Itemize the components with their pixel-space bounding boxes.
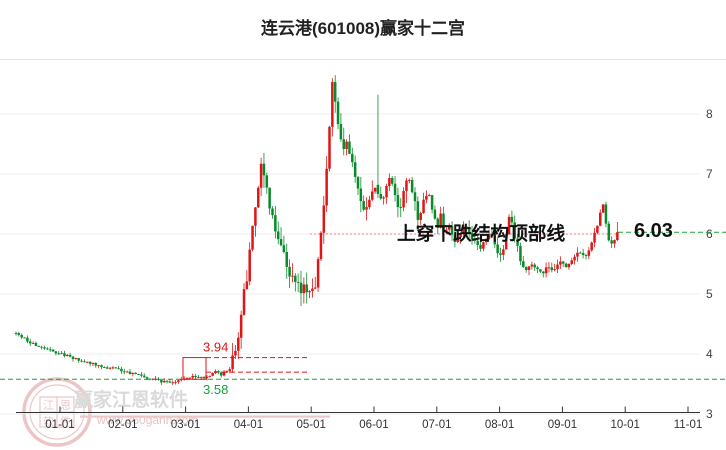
svg-text:01-01: 01-01 bbox=[45, 419, 74, 431]
svg-text:08-01: 08-01 bbox=[485, 419, 514, 431]
svg-text:06-01: 06-01 bbox=[359, 419, 388, 431]
svg-text:05-01: 05-01 bbox=[296, 419, 325, 431]
svg-text:6.03: 6.03 bbox=[634, 220, 673, 242]
svg-text:04-01: 04-01 bbox=[234, 419, 263, 431]
svg-text:上穿下跌结构顶部线: 上穿下跌结构顶部线 bbox=[397, 223, 565, 244]
svg-text:11-01: 11-01 bbox=[674, 419, 703, 431]
svg-text:3.58: 3.58 bbox=[203, 382, 228, 397]
svg-text:3.94: 3.94 bbox=[203, 340, 228, 355]
svg-text:赢家江恩软件: 赢家江恩软件 bbox=[74, 388, 188, 411]
svg-text:6: 6 bbox=[706, 227, 713, 241]
svg-text:江: 江 bbox=[43, 399, 54, 412]
svg-text:7: 7 bbox=[706, 167, 713, 181]
svg-text:恩: 恩 bbox=[60, 399, 71, 412]
svg-text:3: 3 bbox=[706, 407, 713, 421]
svg-text:09-01: 09-01 bbox=[548, 419, 577, 431]
svg-text:07-01: 07-01 bbox=[422, 419, 451, 431]
svg-text:02-01: 02-01 bbox=[108, 419, 137, 431]
svg-text:5: 5 bbox=[706, 287, 713, 301]
svg-text:03-01: 03-01 bbox=[171, 419, 200, 431]
svg-text:8: 8 bbox=[706, 107, 713, 121]
svg-text:4: 4 bbox=[706, 347, 713, 361]
svg-text:10-01: 10-01 bbox=[610, 419, 639, 431]
